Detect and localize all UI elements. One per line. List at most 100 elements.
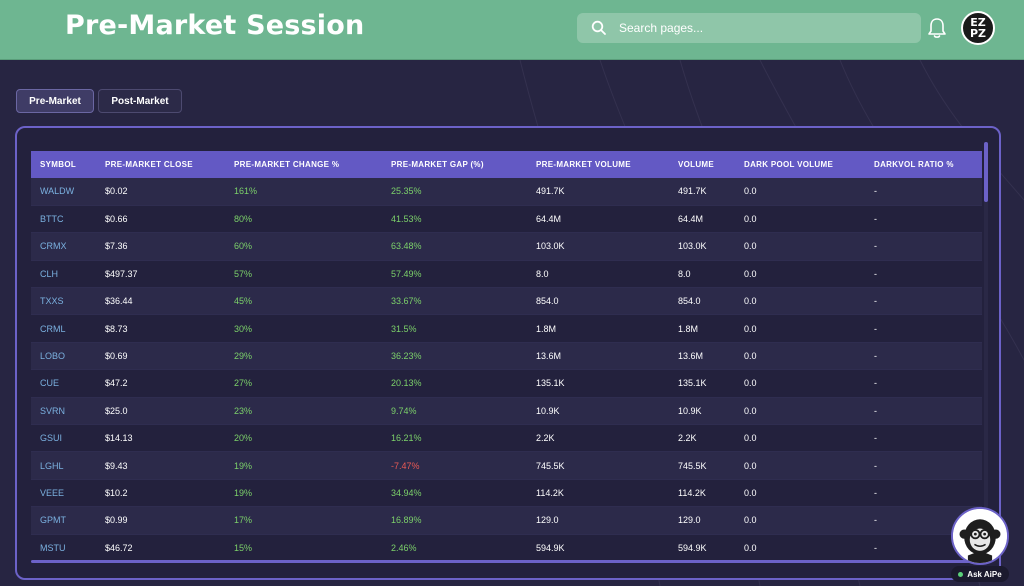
- page-title: Pre-Market Session: [65, 10, 365, 41]
- table-row[interactable]: LGHL $9.43 19% -7.47% 745.5K 745.5K 0.0-: [31, 451, 982, 480]
- cell-pre-market-volume: 745.5K: [527, 451, 669, 480]
- cell-volume: 491.7K: [669, 178, 735, 206]
- cell-dark-pool-volume: 0.0: [735, 397, 865, 426]
- cell-symbol[interactable]: CLH: [31, 260, 96, 289]
- cell-symbol[interactable]: CUE: [31, 369, 96, 398]
- cell-pre-market-close: $36.44: [96, 287, 225, 316]
- cell-pre-market-close: $25.0: [96, 397, 225, 426]
- cell-pre-market-gap: 33.67%: [382, 287, 527, 316]
- table-row[interactable]: WALDW $0.02 161% 25.35% 491.7K 491.7K 0.0-: [31, 178, 982, 206]
- cell-pre-market-gap: -7.47%: [382, 451, 527, 480]
- cell-darkvol-ratio: -: [865, 260, 982, 289]
- pre-market-table: SYMBOL PRE-MARKET CLOSE PRE-MARKET CHANG…: [31, 151, 982, 562]
- cell-dark-pool-volume: 0.0: [735, 205, 865, 234]
- cell-symbol[interactable]: LOBO: [31, 342, 96, 371]
- cell-pre-market-change: 29%: [225, 342, 382, 371]
- cell-symbol[interactable]: SVRN: [31, 397, 96, 426]
- cell-pre-market-close: $0.02: [96, 178, 225, 206]
- cell-volume: 10.9K: [669, 397, 735, 426]
- cell-volume: 129.0: [669, 506, 735, 535]
- cell-symbol[interactable]: BTTC: [31, 205, 96, 234]
- cell-pre-market-close: $0.66: [96, 205, 225, 234]
- assistant-avatar[interactable]: [951, 507, 1009, 565]
- cell-darkvol-ratio: -: [865, 397, 982, 426]
- table-row[interactable]: MSTU $46.72 15% 2.46% 594.9K 594.9K 0.0-: [31, 534, 982, 562]
- cell-pre-market-change: 19%: [225, 479, 382, 508]
- cell-pre-market-close: $7.36: [96, 232, 225, 261]
- cell-darkvol-ratio: -: [865, 314, 982, 343]
- table-row[interactable]: CUE $47.2 27% 20.13% 135.1K 135.1K 0.0-: [31, 369, 982, 398]
- cell-pre-market-volume: 491.7K: [527, 178, 669, 206]
- user-avatar[interactable]: EZ PZ: [961, 11, 995, 45]
- avatar-text-bottom: PZ: [969, 27, 987, 40]
- cell-darkvol-ratio: -: [865, 451, 982, 480]
- table-row[interactable]: CRMX $7.36 60% 63.48% 103.0K 103.0K 0.0-: [31, 232, 982, 261]
- cell-volume: 103.0K: [669, 232, 735, 261]
- search-input[interactable]: [619, 21, 909, 35]
- cell-symbol[interactable]: CRML: [31, 314, 96, 343]
- table-row[interactable]: GSUI $14.13 20% 16.21% 2.2K 2.2K 0.0-: [31, 424, 982, 453]
- table-row[interactable]: SVRN $25.0 23% 9.74% 10.9K 10.9K 0.0-: [31, 397, 982, 426]
- cell-darkvol-ratio: -: [865, 342, 982, 371]
- table-scroll-area[interactable]: SYMBOL PRE-MARKET CLOSE PRE-MARKET CHANG…: [31, 151, 982, 567]
- column-header-pre-market-close[interactable]: PRE-MARKET CLOSE: [105, 160, 193, 169]
- cell-dark-pool-volume: 0.0: [735, 369, 865, 398]
- cell-symbol[interactable]: WALDW: [31, 178, 96, 206]
- cell-pre-market-gap: 34.94%: [382, 479, 527, 508]
- table-row[interactable]: TXXS $36.44 45% 33.67% 854.0 854.0 0.0-: [31, 287, 982, 316]
- vertical-scrollbar-thumb[interactable]: [984, 142, 988, 202]
- table-row[interactable]: VEEE $10.2 19% 34.94% 114.2K 114.2K 0.0-: [31, 479, 982, 508]
- cell-pre-market-close: $497.37: [96, 260, 225, 289]
- column-header-pre-market-volume[interactable]: PRE-MARKET VOLUME: [536, 160, 631, 169]
- tab-pre-market[interactable]: Pre-Market: [16, 89, 94, 113]
- table-row[interactable]: CRML $8.73 30% 31.5% 1.8M 1.8M 0.0-: [31, 314, 982, 343]
- ask-assistant-label: Ask AiPe: [967, 569, 1002, 579]
- search-box[interactable]: [577, 13, 921, 43]
- cell-pre-market-volume: 1.8M: [527, 314, 669, 343]
- cell-pre-market-close: $9.43: [96, 451, 225, 480]
- cell-darkvol-ratio: -: [865, 178, 982, 206]
- column-header-dark-pool-volume[interactable]: DARK POOL VOLUME: [744, 160, 834, 169]
- cell-dark-pool-volume: 0.0: [735, 178, 865, 206]
- cell-symbol[interactable]: GSUI: [31, 424, 96, 453]
- column-header-volume[interactable]: VOLUME: [678, 160, 715, 169]
- column-header-darkvol-ratio[interactable]: DARKVOL RATIO %: [874, 160, 954, 169]
- column-header-symbol[interactable]: SYMBOL: [40, 160, 77, 169]
- table-body: WALDW $0.02 161% 25.35% 491.7K 491.7K 0.0- BTTC…: [31, 178, 982, 562]
- cell-pre-market-gap: 25.35%: [382, 178, 527, 206]
- cell-pre-market-change: 20%: [225, 424, 382, 453]
- cell-dark-pool-volume: 0.0: [735, 260, 865, 289]
- cell-pre-market-change: 15%: [225, 534, 382, 562]
- cell-pre-market-volume: 135.1K: [527, 369, 669, 398]
- cell-darkvol-ratio: -: [865, 424, 982, 453]
- ask-assistant-button[interactable]: Ask AiPe: [951, 566, 1009, 582]
- table-row[interactable]: CLH $497.37 57% 57.49% 8.0 8.0 0.0-: [31, 260, 982, 289]
- table-row[interactable]: BTTC $0.66 80% 41.53% 64.4M 64.4M 0.0-: [31, 205, 982, 234]
- top-header: Pre-Market Session EZ PZ: [0, 0, 1024, 60]
- cell-pre-market-change: 23%: [225, 397, 382, 426]
- cell-pre-market-gap: 41.53%: [382, 205, 527, 234]
- cell-pre-market-change: 57%: [225, 260, 382, 289]
- cell-symbol[interactable]: CRMX: [31, 232, 96, 261]
- bell-icon[interactable]: [927, 17, 947, 39]
- table-row[interactable]: GPMT $0.99 17% 16.89% 129.0 129.0 0.0-: [31, 506, 982, 535]
- cell-symbol[interactable]: LGHL: [31, 451, 96, 480]
- cell-pre-market-close: $46.72: [96, 534, 225, 562]
- market-table-panel: SYMBOL PRE-MARKET CLOSE PRE-MARKET CHANG…: [15, 126, 1001, 580]
- cell-symbol[interactable]: GPMT: [31, 506, 96, 535]
- cell-dark-pool-volume: 0.0: [735, 451, 865, 480]
- cell-symbol[interactable]: VEEE: [31, 479, 96, 508]
- online-status-dot: [958, 571, 964, 577]
- cell-dark-pool-volume: 0.0: [735, 314, 865, 343]
- column-header-pre-market-change[interactable]: PRE-MARKET CHANGE %: [234, 160, 340, 169]
- cell-symbol[interactable]: MSTU: [31, 534, 96, 562]
- cell-pre-market-close: $14.13: [96, 424, 225, 453]
- cell-pre-market-volume: 2.2K: [527, 424, 669, 453]
- monkey-mascot-icon: [953, 509, 1007, 563]
- cell-symbol[interactable]: TXXS: [31, 287, 96, 316]
- tab-post-market[interactable]: Post-Market: [98, 89, 182, 113]
- vertical-scrollbar-track[interactable]: [984, 142, 988, 562]
- column-header-pre-market-gap[interactable]: PRE-MARKET GAP (%): [391, 160, 484, 169]
- table-row[interactable]: LOBO $0.69 29% 36.23% 13.6M 13.6M 0.0-: [31, 342, 982, 371]
- horizontal-scrollbar[interactable]: [31, 560, 982, 563]
